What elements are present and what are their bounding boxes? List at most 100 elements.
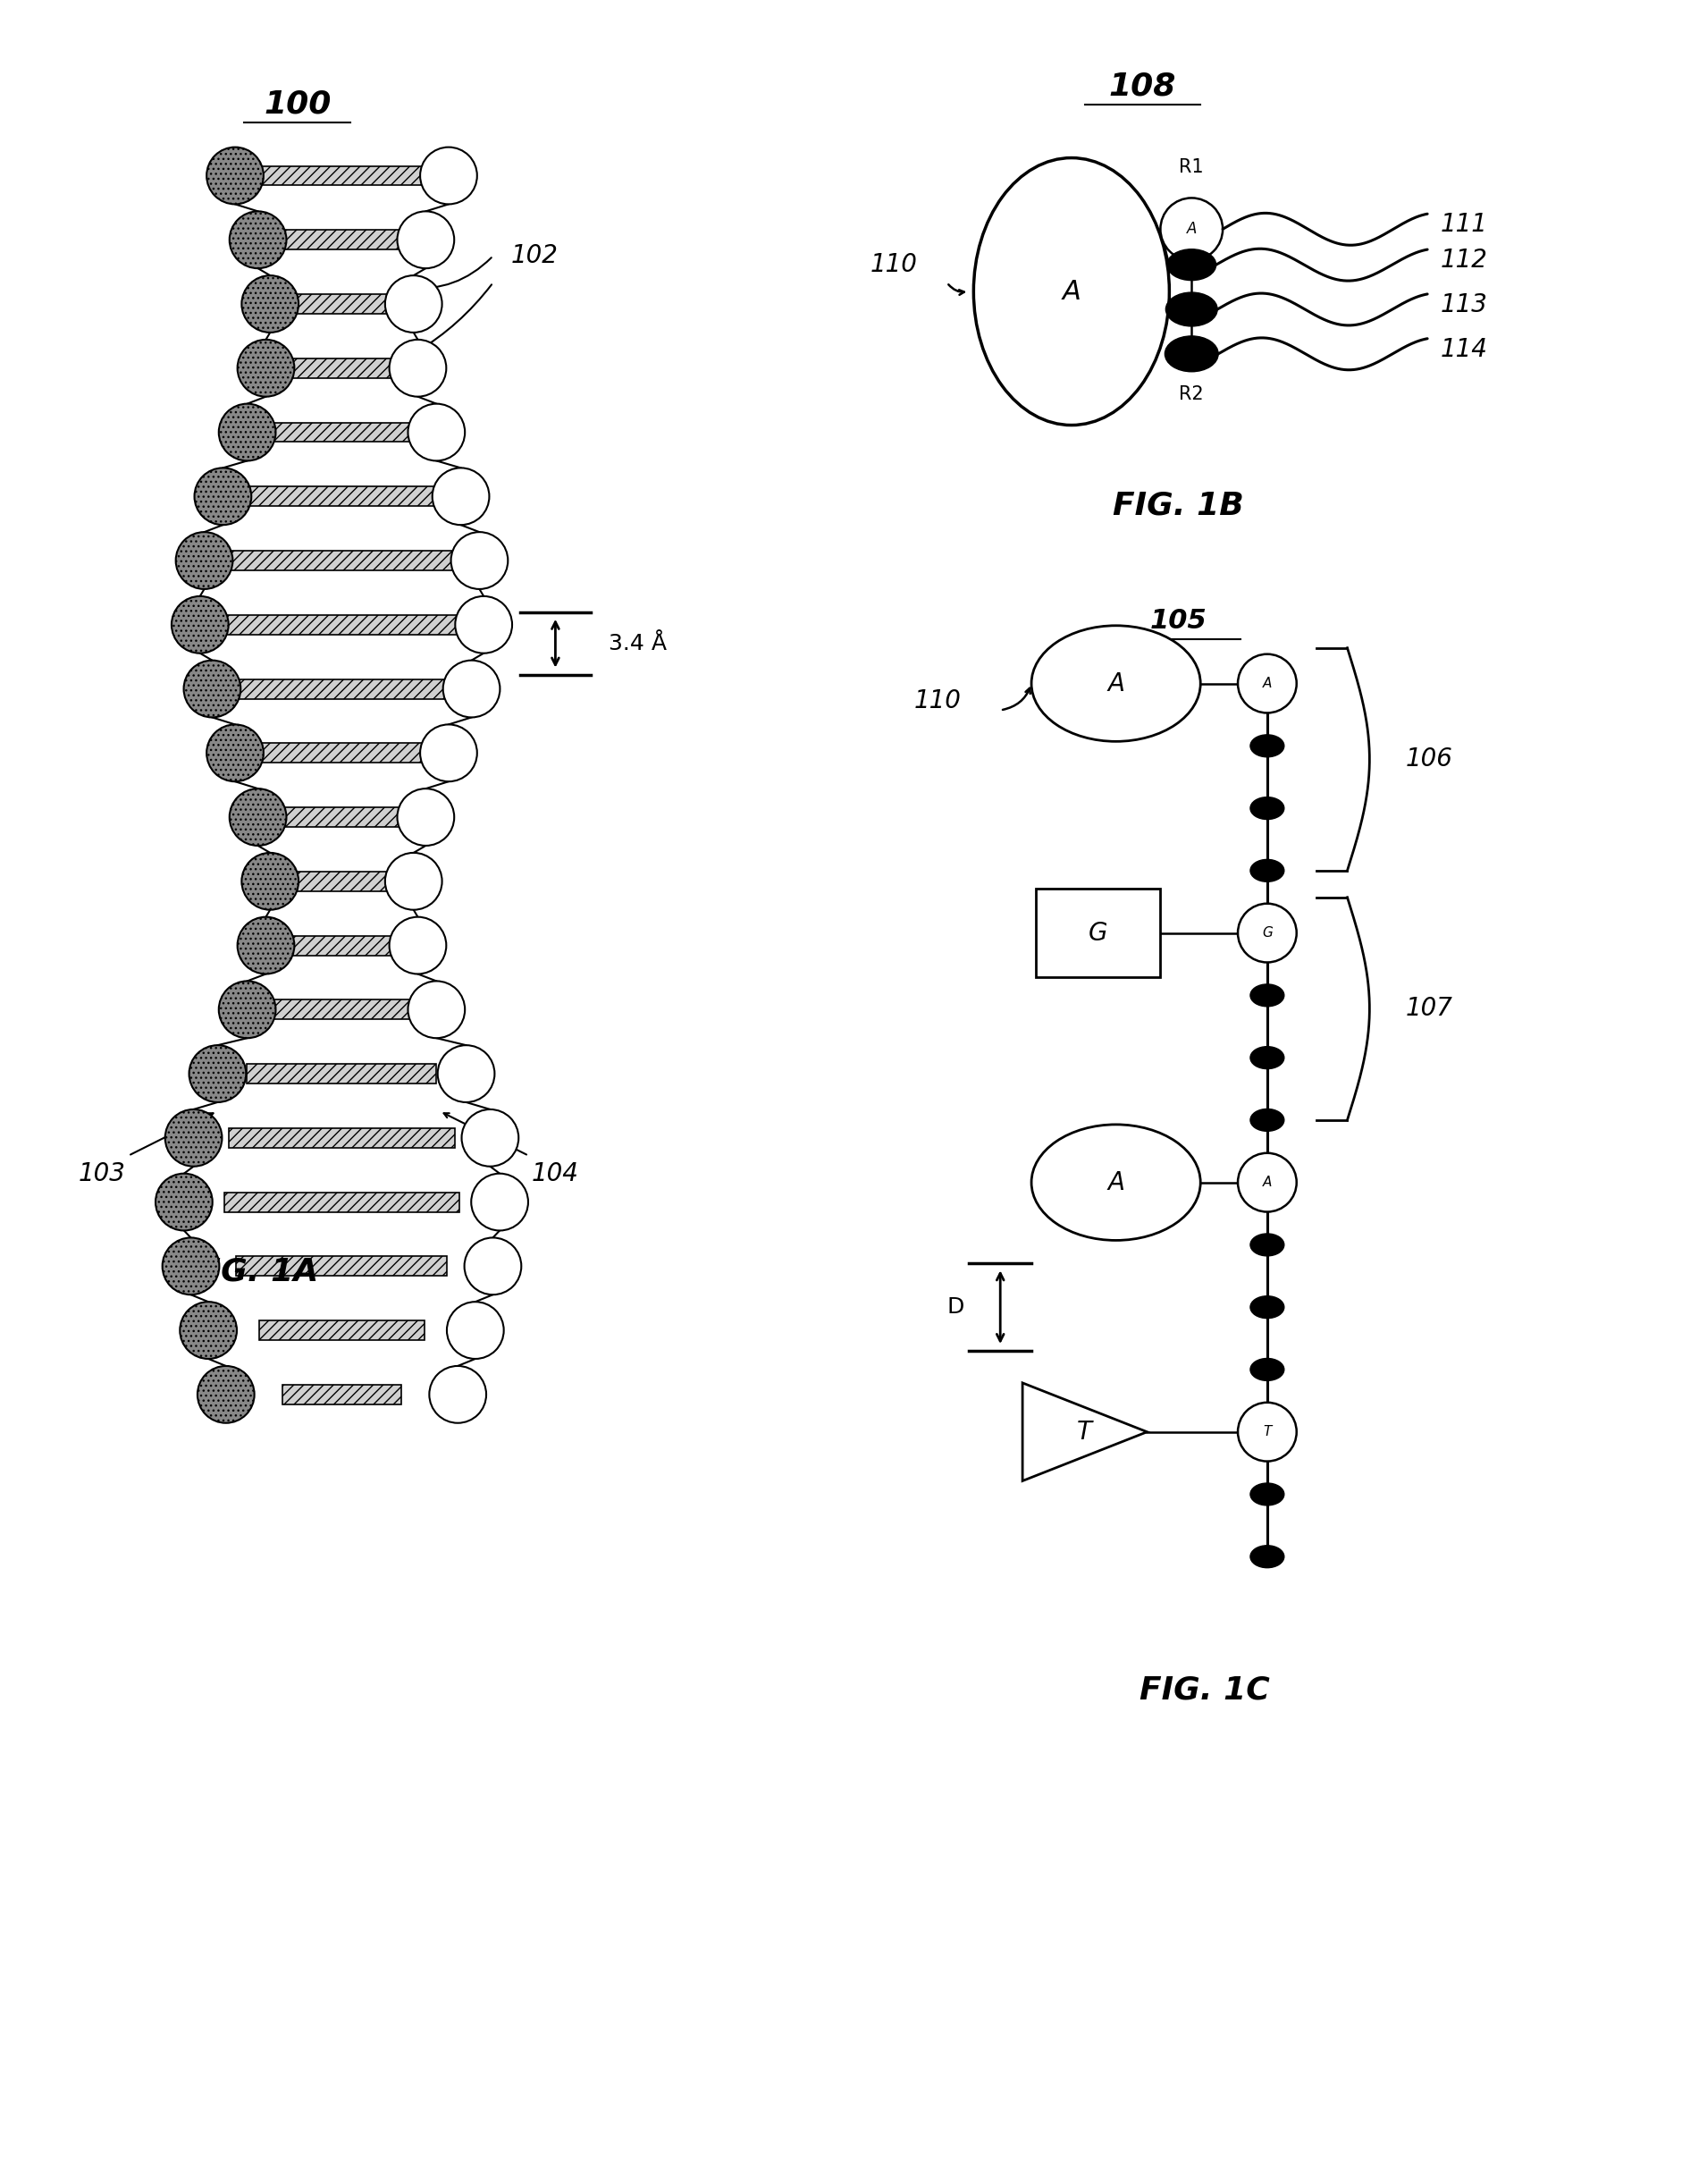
Ellipse shape <box>1250 734 1283 758</box>
Circle shape <box>207 725 264 782</box>
FancyBboxPatch shape <box>294 295 389 314</box>
Circle shape <box>461 1109 518 1166</box>
Ellipse shape <box>1250 1358 1283 1380</box>
Text: G: G <box>1262 926 1272 939</box>
Circle shape <box>197 1365 254 1424</box>
Ellipse shape <box>1250 985 1283 1007</box>
Text: 110: 110 <box>870 253 917 277</box>
FancyBboxPatch shape <box>224 1192 459 1212</box>
Circle shape <box>464 1238 521 1295</box>
Text: 113: 113 <box>1440 293 1487 317</box>
Circle shape <box>437 1046 495 1103</box>
FancyBboxPatch shape <box>1036 889 1161 978</box>
Circle shape <box>207 146 264 203</box>
Text: A: A <box>1186 221 1196 238</box>
Text: T: T <box>1076 1420 1092 1444</box>
Circle shape <box>389 917 446 974</box>
Text: A: A <box>1262 1175 1272 1188</box>
Circle shape <box>242 852 298 911</box>
Circle shape <box>219 981 276 1037</box>
Text: FIG. 1C: FIG. 1C <box>1139 1675 1270 1706</box>
Ellipse shape <box>1250 1171 1283 1195</box>
Text: G: G <box>1088 919 1107 946</box>
FancyBboxPatch shape <box>283 808 402 828</box>
FancyBboxPatch shape <box>259 743 424 762</box>
Ellipse shape <box>1250 1046 1283 1068</box>
Text: 100: 100 <box>264 90 331 120</box>
Circle shape <box>183 660 241 716</box>
Circle shape <box>165 1109 222 1166</box>
Circle shape <box>407 981 464 1037</box>
Text: 107: 107 <box>1404 996 1452 1022</box>
Circle shape <box>447 1302 503 1358</box>
Circle shape <box>219 404 276 461</box>
Text: A: A <box>1107 670 1124 697</box>
Text: 102: 102 <box>511 242 558 269</box>
Ellipse shape <box>1031 1125 1199 1241</box>
Text: T: T <box>1263 1426 1270 1439</box>
Ellipse shape <box>1250 1422 1283 1444</box>
Circle shape <box>429 1365 486 1424</box>
FancyBboxPatch shape <box>224 616 459 636</box>
Text: A: A <box>1262 677 1272 690</box>
Circle shape <box>237 917 294 974</box>
FancyBboxPatch shape <box>235 679 447 699</box>
Text: FIG. 1A: FIG. 1A <box>187 1256 318 1286</box>
Circle shape <box>397 212 454 269</box>
Ellipse shape <box>1250 860 1283 882</box>
Text: 103: 103 <box>77 1162 124 1186</box>
Ellipse shape <box>1167 249 1216 280</box>
Text: 110: 110 <box>913 688 960 714</box>
Ellipse shape <box>1250 1234 1283 1256</box>
Text: 3.4 Å: 3.4 Å <box>609 633 666 655</box>
FancyBboxPatch shape <box>235 1256 447 1275</box>
Text: FIG. 1B: FIG. 1B <box>1112 489 1243 520</box>
Circle shape <box>1238 1153 1295 1212</box>
FancyBboxPatch shape <box>229 550 456 570</box>
Circle shape <box>420 146 476 203</box>
Circle shape <box>407 404 464 461</box>
FancyBboxPatch shape <box>247 487 436 507</box>
Text: 108: 108 <box>1108 72 1176 103</box>
Circle shape <box>175 533 232 590</box>
Circle shape <box>397 788 454 845</box>
Circle shape <box>161 1238 219 1295</box>
FancyBboxPatch shape <box>247 1064 436 1083</box>
Text: 111: 111 <box>1440 212 1487 238</box>
Circle shape <box>1238 1402 1295 1461</box>
Circle shape <box>155 1173 212 1230</box>
Circle shape <box>471 1173 528 1230</box>
Ellipse shape <box>1250 922 1283 943</box>
Circle shape <box>385 852 442 911</box>
Circle shape <box>195 467 251 524</box>
FancyBboxPatch shape <box>271 422 412 441</box>
Ellipse shape <box>1250 673 1283 695</box>
Text: D: D <box>947 1297 964 1317</box>
FancyBboxPatch shape <box>259 1321 424 1341</box>
Polygon shape <box>1023 1382 1147 1481</box>
FancyBboxPatch shape <box>283 229 402 249</box>
Circle shape <box>451 533 508 590</box>
FancyBboxPatch shape <box>271 1000 412 1020</box>
Ellipse shape <box>1250 797 1283 819</box>
FancyBboxPatch shape <box>229 1129 456 1147</box>
Text: R1: R1 <box>1179 157 1203 175</box>
Circle shape <box>432 467 489 524</box>
Circle shape <box>229 788 286 845</box>
Circle shape <box>420 725 476 782</box>
Circle shape <box>237 339 294 397</box>
Circle shape <box>229 212 286 269</box>
Circle shape <box>385 275 442 332</box>
Ellipse shape <box>1250 1109 1283 1131</box>
FancyBboxPatch shape <box>259 166 424 186</box>
Text: 106: 106 <box>1404 747 1452 771</box>
Circle shape <box>454 596 511 653</box>
Text: 114: 114 <box>1440 336 1487 363</box>
Text: 105: 105 <box>1149 607 1206 633</box>
Ellipse shape <box>1164 336 1218 371</box>
Circle shape <box>180 1302 237 1358</box>
Circle shape <box>1161 199 1223 260</box>
Text: R2: R2 <box>1179 384 1203 402</box>
Ellipse shape <box>1250 1546 1283 1568</box>
Circle shape <box>1238 904 1295 963</box>
